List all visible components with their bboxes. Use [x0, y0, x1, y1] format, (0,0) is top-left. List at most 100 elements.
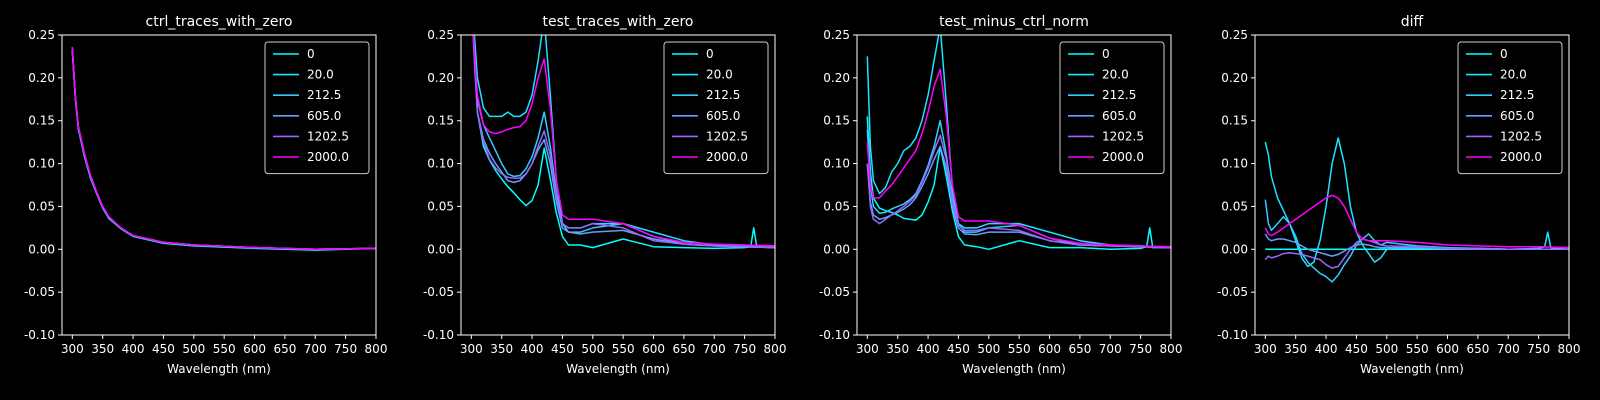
y-tick-label: 0.15 [823, 114, 850, 128]
y-tick-label: -0.10 [1217, 328, 1248, 342]
y-tick-label: 0.05 [28, 199, 55, 213]
legend: 0 20.0 212.5 605.0 1202.5 2000.0 [1059, 41, 1165, 175]
series-line-1202.5 [866, 134, 1171, 249]
legend: 0 20.0 212.5 605.0 1202.5 2000.0 [1457, 41, 1563, 175]
x-tick-label: 800 [764, 342, 787, 356]
legend-label: 0 [1500, 47, 1508, 61]
y-tick-label: 0.05 [823, 199, 850, 213]
legend-label: 212.5 [706, 88, 740, 102]
x-tick-label: 800 [365, 342, 388, 356]
x-tick-label: 600 [642, 342, 665, 356]
y-tick-label: 0.20 [823, 71, 850, 85]
x-tick-label: 650 [672, 342, 695, 356]
series-group [1264, 137, 1569, 283]
plot-frame [460, 34, 776, 336]
x-tick-label: 450 [1345, 342, 1368, 356]
chart-panel-2: test_traces_with_zero Wavelength (nm) 300 3… [423, 14, 787, 376]
legend-label: 2000.0 [1500, 150, 1542, 164]
y-tick-label: 0.10 [427, 157, 454, 171]
series-line-1202.5 [472, 35, 775, 249]
series-line-1202.5 [1264, 238, 1569, 269]
y-tick-label: 0.00 [28, 242, 55, 256]
y-tick-label: -0.05 [819, 285, 850, 299]
y-tick-label: 0.15 [28, 114, 55, 128]
x-tick-label: 350 [490, 342, 513, 356]
y-tick-label: 0.20 [427, 71, 454, 85]
y-tick-label: 0.15 [1221, 114, 1248, 128]
y-tick-label: 0.10 [823, 157, 850, 171]
x-tick-label: 700 [304, 342, 327, 356]
y-tick-label: 0.20 [28, 71, 55, 85]
legend-label: 1202.5 [1102, 129, 1144, 143]
legend-label: 605.0 [1500, 109, 1534, 123]
x-tick-label: 400 [1315, 342, 1338, 356]
y-tick-label: -0.05 [1217, 285, 1248, 299]
chart-panel-3: test_minus_ctrl_norm Wavelength (nm) 300 35… [819, 14, 1183, 376]
x-tick-label: 650 [273, 342, 296, 356]
legend-label: 2000.0 [1102, 150, 1144, 164]
y-tick-label: -0.10 [24, 328, 55, 342]
x-axis-label: Wavelength (nm) [167, 362, 271, 376]
x-axis-label: Wavelength (nm) [1360, 362, 1464, 376]
x-tick-label: 750 [334, 342, 357, 356]
x-tick-label: 700 [1497, 342, 1520, 356]
legend: 0 20.0 212.5 605.0 1202.5 2000.0 [264, 41, 370, 175]
x-tick-label: 800 [1558, 342, 1581, 356]
y-tick-label: 0.15 [427, 114, 454, 128]
y-tick-label: -0.05 [24, 285, 55, 299]
series-group [472, 35, 775, 250]
x-tick-label: 500 [1375, 342, 1398, 356]
series-group [71, 46, 376, 251]
series-line-2000.0 [71, 46, 376, 251]
x-tick-label: 750 [733, 342, 756, 356]
y-tick-label: 0.25 [427, 28, 454, 42]
y-tick-label: 0.00 [1221, 242, 1248, 256]
legend-label: 20.0 [706, 68, 733, 82]
legend-label: 1202.5 [706, 129, 748, 143]
x-tick-label: 450 [551, 342, 574, 356]
y-tick-label: -0.10 [423, 328, 454, 342]
legend-label: 1202.5 [1500, 129, 1542, 143]
series-line-20.0 [866, 35, 1171, 249]
plot-frame [856, 34, 1172, 336]
legend-label: 0 [1102, 47, 1110, 61]
series-line-0 [473, 35, 775, 250]
x-tick-label: 700 [1099, 342, 1122, 356]
x-tick-label: 600 [1436, 342, 1459, 356]
y-tick-label: -0.05 [423, 285, 454, 299]
y-tick-label: 0.05 [427, 199, 454, 213]
chart-panel-1: ctrl_traces_with_zero Wavelength (nm) 300 3… [24, 14, 388, 376]
chart-title: diff [1401, 14, 1424, 30]
y-tick-label: 0.25 [28, 28, 55, 42]
x-tick-label: 350 [1284, 342, 1307, 356]
y-tick-label: 0.05 [1221, 199, 1248, 213]
x-tick-label: 500 [977, 342, 1000, 356]
x-tick-label: 300 [61, 342, 84, 356]
x-tick-label: 800 [1160, 342, 1183, 356]
x-tick-label: 600 [243, 342, 266, 356]
x-tick-label: 400 [917, 342, 940, 356]
y-tick-label: 0.25 [1221, 28, 1248, 42]
series-line-605.0 [1264, 233, 1569, 257]
legend-label: 2000.0 [307, 150, 349, 164]
legend-label: 20.0 [1102, 68, 1129, 82]
x-tick-label: 400 [521, 342, 544, 356]
y-tick-label: 0.10 [28, 157, 55, 171]
x-tick-label: 400 [122, 342, 145, 356]
series-group [866, 35, 1171, 251]
legend-label: 2000.0 [706, 150, 748, 164]
legend-label: 605.0 [706, 109, 740, 123]
plot-frame [1254, 34, 1570, 336]
y-tick-label: -0.10 [819, 328, 850, 342]
x-tick-label: 300 [1254, 342, 1277, 356]
series-line-212.5 [1264, 199, 1569, 283]
chart-panel-4: diff Wavelength (nm) 300 350 400 450 500 550 600… [1217, 14, 1581, 376]
x-tick-label: 550 [1008, 342, 1031, 356]
x-tick-label: 600 [1038, 342, 1061, 356]
x-tick-label: 500 [182, 342, 205, 356]
legend-label: 212.5 [307, 88, 341, 102]
y-tick-label: 0.00 [823, 242, 850, 256]
legend-label: 1202.5 [307, 129, 349, 143]
legend-label: 212.5 [1102, 88, 1136, 102]
y-tick-label: 0.20 [1221, 71, 1248, 85]
